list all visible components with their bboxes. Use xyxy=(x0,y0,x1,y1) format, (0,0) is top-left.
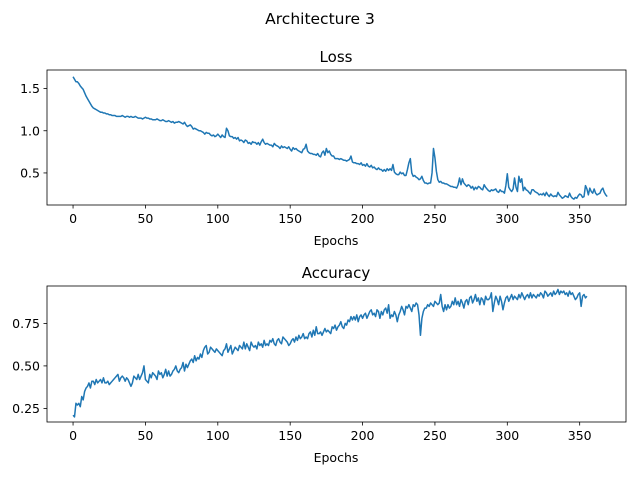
loss-xtick-label: 250 xyxy=(423,211,447,226)
accuracy-xtick-label: 300 xyxy=(495,428,519,443)
accuracy-xtick-label: 0 xyxy=(69,428,77,443)
loss-series-line xyxy=(72,76,608,200)
loss-xtick-label: 350 xyxy=(568,211,592,226)
accuracy-ytick-label: 0.25 xyxy=(12,401,40,416)
loss-ticks: 0 50 100 150 200 250 300 350 0.5 1.0 1.5 xyxy=(20,81,592,226)
accuracy-xtick-label: 50 xyxy=(137,428,153,443)
accuracy-title: Accuracy xyxy=(302,264,371,282)
loss-xtick-label: 0 xyxy=(69,211,77,226)
figure-suptitle: Architecture 3 xyxy=(265,10,375,28)
accuracy-ticks: 0 50 100 150 200 250 300 350 0.25 0.50 0.75 xyxy=(12,316,591,443)
accuracy-xtick-label: 100 xyxy=(206,428,230,443)
accuracy-axes: Accuracy 0 50 100 150 200 250 300 350 0.25 0.50 0.… xyxy=(12,264,627,465)
loss-xtick-label: 150 xyxy=(278,211,302,226)
accuracy-xtick-label: 250 xyxy=(423,428,447,443)
loss-xtick-label: 200 xyxy=(351,211,375,226)
accuracy-ytick-label: 0.75 xyxy=(12,316,40,331)
loss-xtick-label: 300 xyxy=(495,211,519,226)
loss-axes: Loss 0 50 100 150 200 250 300 350 0.5 1.0 1.5 Epoc… xyxy=(20,48,627,248)
accuracy-axes-frame xyxy=(46,285,627,423)
loss-ytick-label: 1.0 xyxy=(20,123,40,138)
loss-ytick-label: 0.5 xyxy=(20,165,40,180)
accuracy-series-line xyxy=(72,288,588,418)
accuracy-xtick-label: 350 xyxy=(568,428,592,443)
loss-ytick-label: 1.5 xyxy=(20,81,40,96)
loss-axes-frame xyxy=(46,69,627,206)
loss-xtick-label: 50 xyxy=(137,211,153,226)
accuracy-xlabel: Epochs xyxy=(314,450,359,465)
loss-title: Loss xyxy=(320,48,353,66)
accuracy-xtick-label: 150 xyxy=(278,428,302,443)
loss-xtick-label: 100 xyxy=(206,211,230,226)
accuracy-xtick-label: 200 xyxy=(351,428,375,443)
loss-xlabel: Epochs xyxy=(314,233,359,248)
accuracy-ytick-label: 0.50 xyxy=(12,358,40,373)
